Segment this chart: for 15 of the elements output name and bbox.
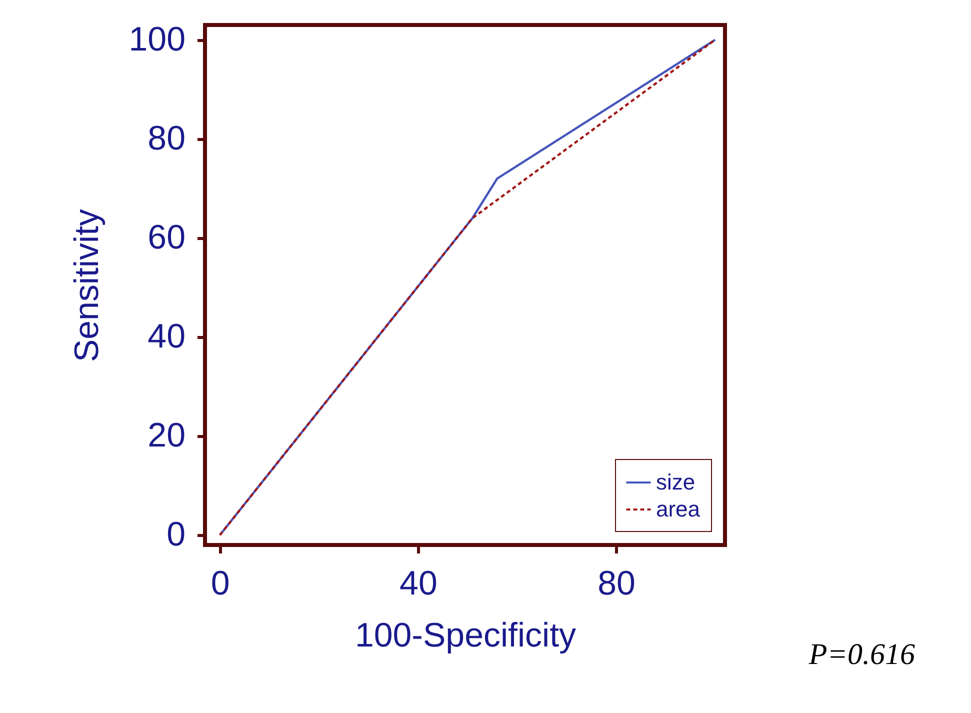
x-tick-label: 80 (598, 564, 636, 602)
y-tick-label: 20 (148, 416, 186, 455)
y-tick-label: 60 (148, 218, 186, 256)
legend-label: size (656, 470, 696, 494)
y-axis-title: Sensitivity (68, 208, 106, 362)
x-axis-title: 100-Specificity (354, 616, 576, 654)
x-tick-label: 0 (210, 564, 230, 602)
y-tick-label: 40 (148, 318, 186, 356)
y-tick-label: 80 (148, 119, 186, 158)
line-series (218, 38, 716, 536)
legend-label: area (656, 496, 701, 522)
y-tick-label: 0 (166, 516, 186, 554)
x-tick-label: 40 (400, 564, 438, 602)
y-tick-label: 100 (128, 20, 186, 58)
text: P=0.616 (808, 638, 915, 671)
